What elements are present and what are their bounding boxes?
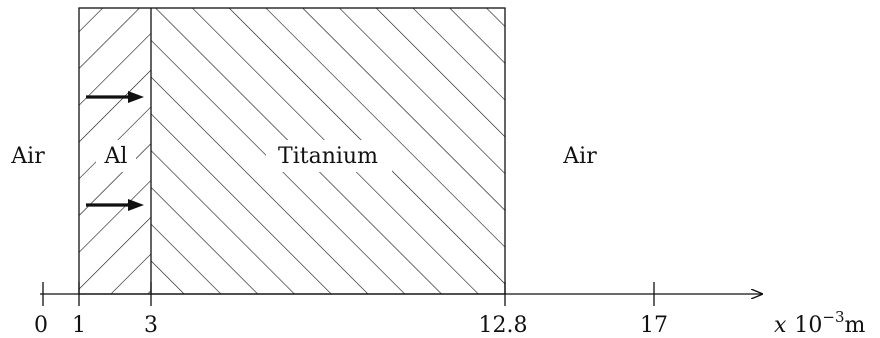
region-label-air-right: Air — [562, 144, 597, 169]
region-label-titanium: Titanium — [278, 144, 378, 169]
flux-arrow-upper — [86, 91, 144, 103]
tick-label-1: 1 — [72, 313, 86, 338]
axis-variable: x — [774, 313, 787, 338]
tick-label-17: 17 — [640, 313, 668, 338]
flux-arrow-lower — [86, 199, 144, 211]
titanium-label-background — [266, 140, 392, 172]
region-label-aluminum: Al — [104, 144, 128, 169]
tick-label-12-8: 12.8 — [479, 313, 528, 338]
axis-unit-exponent: −3 — [822, 308, 844, 326]
x-axis-label: x 10−3m — [774, 308, 866, 338]
axis-unit: m — [845, 313, 866, 338]
al-label-background — [96, 140, 136, 172]
tick-label-3: 3 — [144, 313, 158, 338]
region-label-air-left: Air — [10, 144, 45, 169]
tick-label-0: 0 — [34, 313, 48, 338]
axis-unit-prefix: 10 — [794, 313, 822, 338]
